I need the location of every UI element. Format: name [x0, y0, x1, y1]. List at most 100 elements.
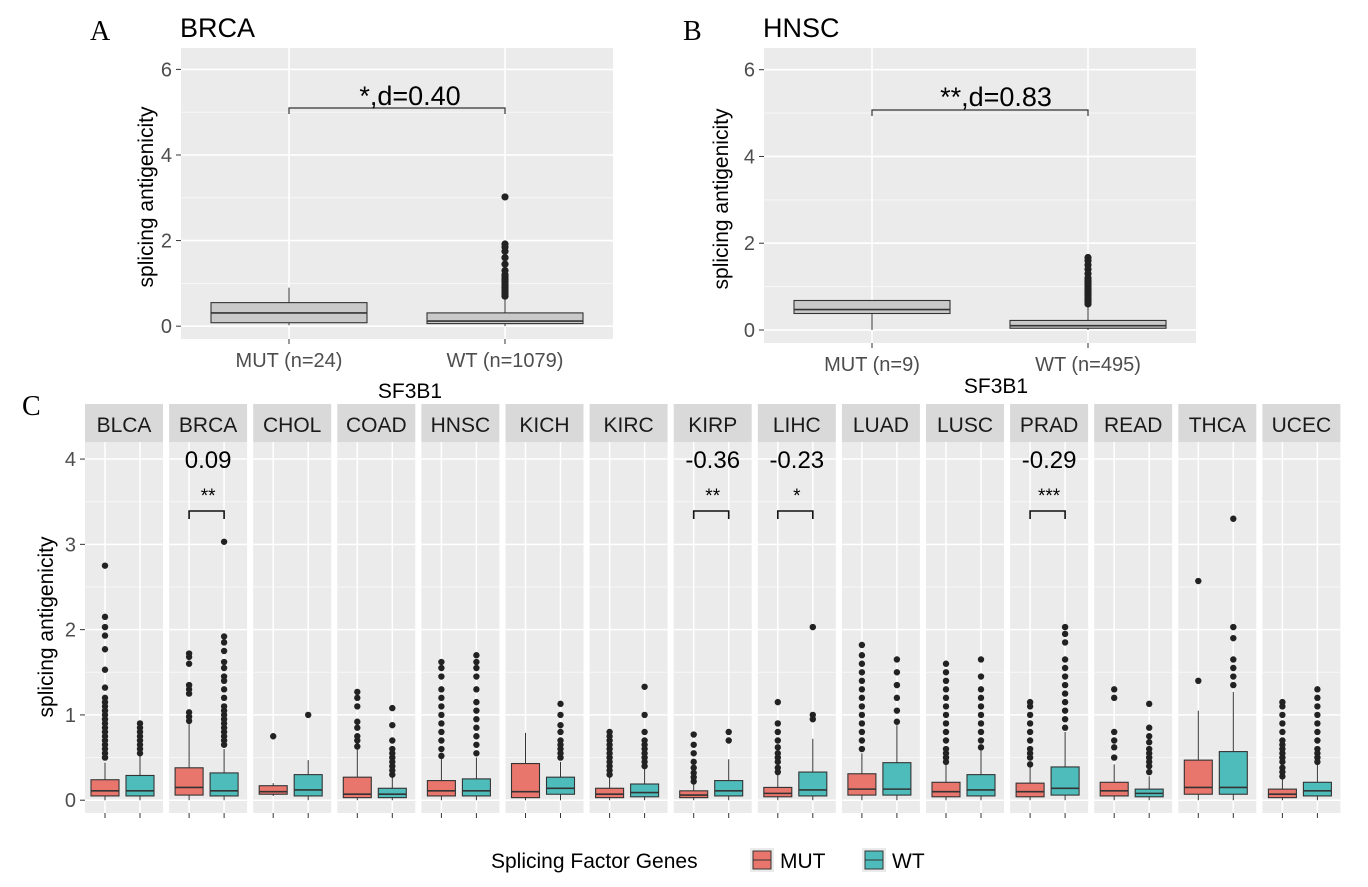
box-wt-kirc-box	[630, 783, 660, 798]
box-wt-ucec-outlier	[1314, 745, 1321, 753]
box-mut-prad-outlier	[1026, 720, 1034, 727]
facet-strip-label-coad: COAD	[346, 414, 407, 437]
box-mut-blca-outlier	[101, 623, 109, 631]
box-wt-chol-outlier	[305, 711, 312, 719]
box-wt-thca-outlier	[1230, 664, 1237, 672]
facet-chol: CHOL	[253, 404, 332, 818]
box-wt-kirp-box	[714, 780, 744, 797]
box-wt-chol-box	[293, 774, 323, 797]
box-wt-hnsc-outlier	[473, 652, 480, 659]
facet-plot-bg-blca	[85, 442, 163, 813]
facet-strip-label-kirp: KIRP	[688, 414, 737, 437]
facet-strip-read	[1094, 404, 1173, 442]
bracket-line-prad	[1029, 510, 1066, 519]
box-mut-ucec-outlier	[1279, 728, 1286, 736]
y-tick-label: 0	[65, 790, 76, 812]
box-wt-outlier	[1084, 253, 1092, 262]
bracket-line	[871, 109, 1089, 116]
facet-strip-lihc	[757, 404, 836, 442]
box-mut-ucec-outlier	[1279, 737, 1286, 744]
facet-plot-bg-lusc	[926, 442, 1004, 813]
box-wt-kich-box	[545, 776, 576, 795]
panel-a-x-axis-label: SF3B1	[378, 380, 442, 403]
box-mut-prad-outlier	[1026, 737, 1034, 744]
box-mut-coad-outlier	[354, 743, 361, 750]
box-wt-read-outlier	[1146, 733, 1153, 740]
box-mut-luad-outlier	[858, 686, 866, 693]
box-wt-hnsc-outlier	[473, 686, 480, 693]
facet-strip-hnsc	[421, 404, 500, 442]
facet-coad: COAD	[337, 404, 416, 818]
effect-size-prad: -0.29	[1022, 447, 1077, 474]
panel-b-significance-bracket	[871, 109, 1089, 116]
box-wt-prad-outlier	[1061, 673, 1069, 680]
box-mut-kirp-outlier	[690, 741, 697, 748]
facet-strip-label-hnsc: HNSC	[431, 414, 491, 437]
panel-a-annotation: *,d=0.40	[359, 81, 460, 111]
facet-prad: PRAD -0.29 ***	[1010, 404, 1089, 818]
box-wt-thca-outlier	[1230, 634, 1237, 642]
box-wt-prad-outlier	[1061, 639, 1069, 646]
box-mut-blca-outlier	[101, 694, 109, 702]
box-wt-outlier	[501, 260, 509, 268]
box-mut-ucec-outlier	[1279, 698, 1286, 706]
facet-strip-lusc	[926, 404, 1004, 442]
box-mut-lusc-outlier	[942, 694, 950, 702]
facet-strip-label-prad: PRAD	[1020, 414, 1078, 437]
box-mut-luad-outlier	[858, 652, 866, 659]
box-mut-lusc-outlier	[942, 711, 950, 719]
y-tick-label: 3	[65, 534, 76, 556]
box-mut-coad-outlier	[354, 718, 361, 725]
box-mut-luad-outlier	[858, 677, 866, 685]
box-mut-kirp-outlier	[690, 769, 697, 777]
box-wt-kirc-outlier	[641, 737, 648, 744]
box-wt-coad-outlier	[389, 704, 396, 712]
box-mut-blca-outlier	[101, 666, 109, 673]
box-mut-luad-outlier	[858, 703, 866, 710]
box-mut-brca-outlier	[185, 660, 193, 667]
box-mut-lihc-box	[763, 786, 793, 798]
facet-plot-bg-coad	[337, 442, 416, 813]
facet-plot-bg-kirc	[589, 442, 668, 813]
box-wt-lusc-box	[966, 774, 996, 797]
box-mut-luad-outlier	[858, 711, 866, 719]
panel-a-gridlines	[181, 48, 613, 339]
box-wt-luad-outlier	[893, 656, 901, 663]
box-mut-lusc-outlier	[942, 720, 950, 727]
facet-strip-luad	[841, 404, 920, 442]
box-mut-lusc-outlier	[942, 660, 950, 667]
box-mut-lusc-outlier	[942, 728, 950, 736]
box-mut-read-box	[1099, 781, 1129, 797]
box-wt-kirp-outlier	[725, 728, 732, 736]
box-mut-coad-outlier	[354, 703, 361, 710]
facet-strip-label-ucec: UCEC	[1272, 414, 1332, 437]
box-mut-read-outlier	[1111, 694, 1118, 702]
panel-c-y-axis-label: splicing antigenicity	[35, 536, 58, 717]
box-mut-luad-outlier	[858, 737, 866, 744]
box-wt-hnsc-outlier	[473, 707, 480, 714]
box-mut-thca-outlier	[1195, 577, 1202, 585]
box-wt-brca-box	[209, 772, 239, 797]
box-mut-kirc-outlier	[606, 728, 613, 736]
legend: Splicing Factor Genes MUT WT	[491, 848, 925, 873]
box-wt-brca-outlier	[220, 538, 228, 545]
box-mut-coad-outlier	[354, 724, 361, 731]
box-mut-lusc-outlier	[942, 737, 950, 744]
box-mut-thca-outlier	[1195, 677, 1202, 685]
box-wt-prad-outlier	[1061, 623, 1069, 631]
box-wt-blca-outlier	[136, 720, 144, 727]
box-mut-hnsc-outlier	[438, 728, 445, 736]
box-wt-kich-outlier	[557, 728, 564, 736]
facet-strip-label-brca: BRCA	[179, 414, 237, 437]
x-tick-label: MUT (n=9)	[824, 354, 920, 376]
box-mut-lihc-outlier	[774, 720, 781, 727]
panel-b-x-axis-label: SF3B1	[964, 375, 1028, 398]
y-tick-label: 1	[65, 705, 76, 727]
box-wt-prad-outlier	[1061, 656, 1069, 663]
facet-lihc: LIHC -0.23 *	[757, 404, 836, 818]
box-wt-read-outlier	[1146, 768, 1153, 776]
panel-b-gridlines	[764, 48, 1196, 343]
box-mut-brca-outlier	[185, 650, 193, 657]
box-wt-luad-outlier	[893, 718, 901, 725]
box-mut-hnsc-outlier	[438, 711, 445, 719]
